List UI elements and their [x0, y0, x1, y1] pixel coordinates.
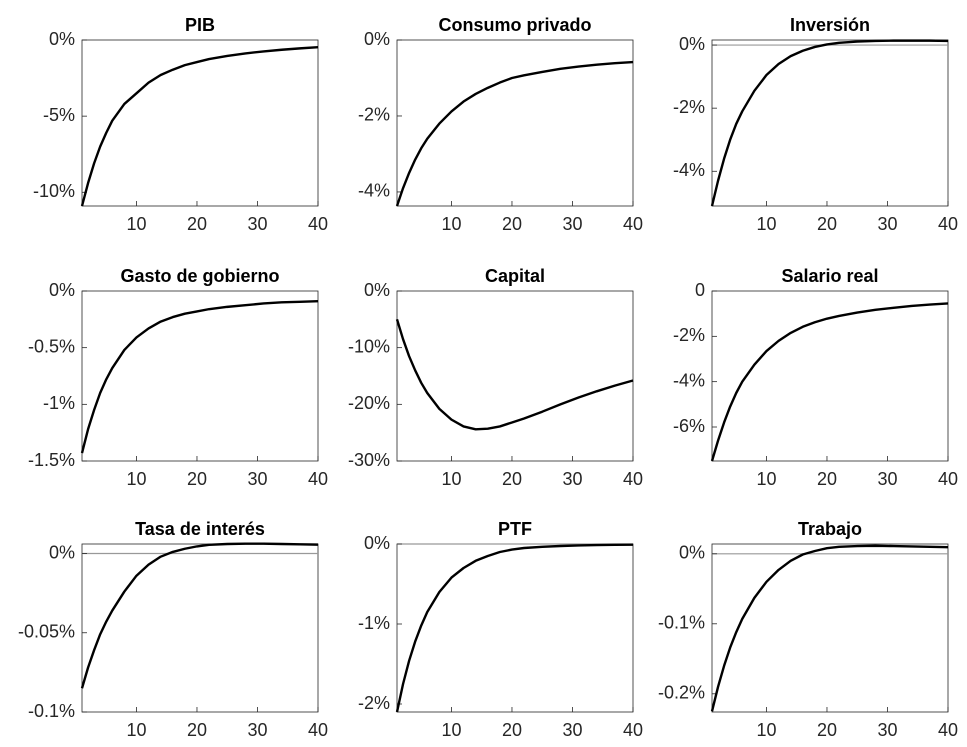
panel-title: Tasa de interés: [135, 519, 265, 539]
x-tick-label: 40: [623, 214, 643, 234]
x-tick-label: 40: [938, 720, 958, 740]
panel-title: Trabajo: [798, 519, 862, 539]
y-tick-label: -2%: [673, 325, 705, 345]
x-tick-label: 30: [562, 214, 582, 234]
y-tick-label: -6%: [673, 416, 705, 436]
x-tick-label: 10: [756, 214, 776, 234]
y-tick-label: 0%: [679, 543, 705, 563]
x-tick-label: 30: [877, 720, 897, 740]
x-tick-label: 20: [817, 214, 837, 234]
panel-title: PTF: [498, 519, 532, 539]
x-tick-label: 20: [502, 469, 522, 489]
y-tick-label: -2%: [358, 105, 390, 125]
x-tick-label: 40: [308, 214, 328, 234]
y-tick-label: -4%: [358, 181, 390, 201]
x-tick-label: 40: [938, 214, 958, 234]
x-tick-label: 40: [308, 720, 328, 740]
x-tick-label: 20: [817, 720, 837, 740]
panel-title: Salario real: [781, 266, 878, 286]
y-tick-label: -0.1%: [658, 613, 705, 633]
y-tick-label: -2%: [358, 693, 390, 713]
x-tick-label: 30: [562, 469, 582, 489]
y-tick-label: -0.1%: [28, 701, 75, 721]
y-tick-label: -2%: [673, 97, 705, 117]
axes-box: [711, 543, 949, 713]
x-tick-label: 10: [756, 720, 776, 740]
line: [80, 542, 319, 689]
y-tick-label: 0%: [364, 533, 390, 553]
x-tick-label: 30: [247, 720, 267, 740]
panel-title: Capital: [485, 266, 545, 286]
y-tick-label: -30%: [348, 450, 390, 470]
x-tick-label: 10: [126, 469, 146, 489]
x-tick-label: 30: [562, 720, 582, 740]
line: [710, 39, 949, 207]
x-tick-label: 20: [187, 720, 207, 740]
axes-box: [396, 543, 634, 713]
y-tick-label: 0%: [364, 29, 390, 49]
axes-box: [81, 290, 319, 462]
y-tick-label: -5%: [43, 105, 75, 125]
x-tick-label: 40: [623, 469, 643, 489]
x-tick-label: 30: [247, 469, 267, 489]
y-tick-label: 0%: [364, 280, 390, 300]
y-tick-label: -1.5%: [28, 450, 75, 470]
y-tick-label: -20%: [348, 393, 390, 413]
axes-box: [81, 543, 319, 713]
x-tick-label: 20: [187, 214, 207, 234]
panel-title: Gasto de gobierno: [120, 266, 279, 286]
y-tick-label: -4%: [673, 160, 705, 180]
x-tick-label: 30: [247, 214, 267, 234]
axes-box: [711, 290, 949, 462]
y-tick-label: -4%: [673, 370, 705, 390]
x-tick-label: 20: [502, 720, 522, 740]
y-tick-label: -1%: [43, 393, 75, 413]
x-tick-label: 10: [756, 469, 776, 489]
line: [80, 300, 319, 454]
axes-box: [396, 39, 634, 207]
line: [395, 60, 634, 207]
y-tick-label: 0%: [49, 29, 75, 49]
x-tick-label: 10: [126, 720, 146, 740]
y-tick-label: -1%: [358, 613, 390, 633]
y-tick-label: 0%: [49, 542, 75, 562]
y-tick-label: -0.05%: [18, 622, 75, 642]
x-tick-label: 20: [187, 469, 207, 489]
y-tick-label: 0%: [49, 280, 75, 300]
panel-title: PIB: [185, 15, 215, 35]
x-tick-label: 10: [441, 214, 461, 234]
x-tick-label: 20: [502, 214, 522, 234]
x-tick-label: 40: [308, 469, 328, 489]
panel-title: Inversión: [790, 15, 870, 35]
line: [710, 544, 949, 712]
line: [395, 543, 634, 713]
axes-box: [81, 39, 319, 207]
x-tick-label: 40: [938, 469, 958, 489]
x-tick-label: 30: [877, 469, 897, 489]
y-tick-label: -0.5%: [28, 336, 75, 356]
axes-box: [711, 39, 949, 207]
line: [710, 302, 949, 462]
line: [395, 318, 634, 431]
panel-title: Consumo privado: [438, 15, 591, 35]
x-tick-label: 10: [441, 469, 461, 489]
y-tick-label: -0.2%: [658, 683, 705, 703]
y-tick-label: 0: [695, 280, 705, 300]
x-tick-label: 10: [126, 214, 146, 234]
x-tick-label: 40: [623, 720, 643, 740]
x-tick-label: 20: [817, 469, 837, 489]
y-tick-label: -10%: [348, 336, 390, 356]
x-tick-label: 10: [441, 720, 461, 740]
line: [80, 45, 319, 207]
y-tick-label: 0%: [679, 34, 705, 54]
axes-box: [396, 290, 634, 462]
y-tick-label: -10%: [33, 181, 75, 201]
x-tick-label: 30: [877, 214, 897, 234]
